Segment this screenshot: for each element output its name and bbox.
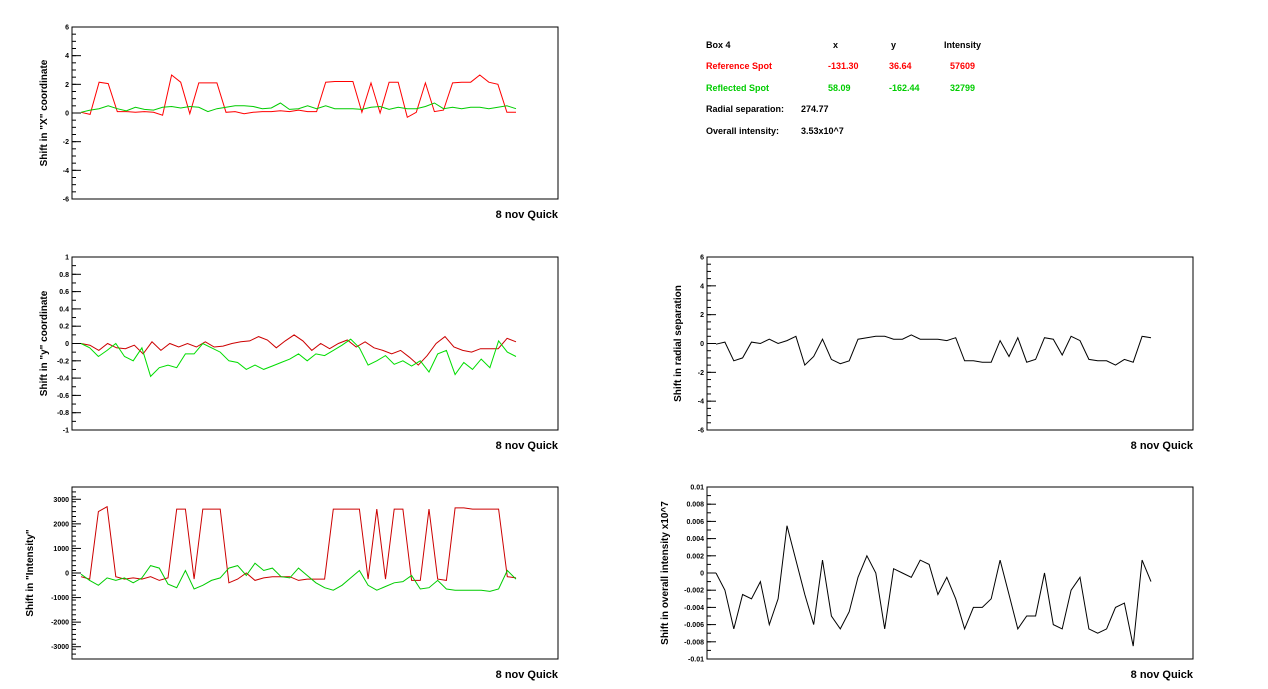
y-tick-label: 0.008 [686, 502, 704, 509]
radial-separation-label: Radial separation: [706, 104, 785, 114]
y-tick-label: -1000 [51, 595, 69, 602]
footer-label: 8 nov Quick [496, 440, 559, 452]
y-axis-label: Shift in "y" coordinate [39, 290, 50, 396]
info-col-intensity: Intensity [944, 40, 982, 50]
reflected-spot-x: 58.09 [828, 83, 851, 93]
chart-4: -6 -4 -2 0 2 4 6 Shift in radial separation 8 no… [673, 255, 1194, 453]
y-tick-label: 2000 [53, 521, 69, 528]
footer-label: 8 nov Quick [1131, 440, 1194, 452]
y-tick-label: 2 [65, 82, 69, 89]
series-line-2 [80, 102, 517, 113]
overall-intensity-label: Overall intensity: [706, 126, 780, 136]
footer-label: 8 nov Quick [1131, 669, 1194, 681]
y-tick-label: -0.4 [57, 376, 69, 383]
plot-frame [706, 486, 1194, 660]
y-tick-label: 0.6 [59, 289, 69, 296]
reference-spot-y: 36.64 [889, 61, 912, 71]
plot-frame [71, 256, 559, 431]
y-tick-label: -0.006 [684, 622, 704, 629]
y-tick-label: -6 [698, 428, 704, 435]
y-tick-label: 0 [65, 571, 69, 578]
chart-1: -6 -4 -2 0 2 4 6 Shift in "X" coordinate 8 nov Q… [39, 25, 559, 222]
y-tick-label: -6 [63, 197, 69, 204]
footer-label: 8 nov Quick [496, 209, 559, 221]
y-tick-label: 1000 [53, 546, 69, 553]
series-line-1 [715, 525, 1152, 647]
y-tick-label: -2000 [51, 620, 69, 627]
y-tick-label: -0.01 [688, 657, 704, 664]
y-tick-label: 0 [65, 111, 69, 118]
info-col-y: y [891, 40, 897, 50]
reference-spot-intensity: 57609 [950, 61, 976, 71]
y-axis-label: Shift in overall intensity x10^7 [660, 501, 671, 645]
y-tick-label: -4 [698, 399, 704, 406]
y-tick-label: 0 [700, 571, 704, 578]
footer-label: 8 nov Quick [496, 669, 559, 681]
info-col-x: x [833, 40, 839, 50]
y-tick-label: 0.004 [686, 536, 704, 543]
info-title: Box 4 [706, 40, 731, 50]
chart-3: -3000 -2000 -1000 0 1000 2000 3000 Shift in "In… [25, 486, 559, 681]
radial-separation-value: 274.77 [801, 104, 829, 114]
y-tick-label: -2 [63, 139, 69, 146]
y-tick-label: 0.01 [690, 485, 704, 492]
y-tick-label: -0.002 [684, 588, 704, 595]
y-tick-label: 1 [65, 255, 69, 262]
y-tick-label: 0 [65, 341, 69, 348]
y-tick-label: 0.006 [686, 519, 704, 526]
reflected-spot-intensity: 32799 [950, 83, 976, 93]
series-line-2 [80, 338, 517, 378]
y-tick-label: 6 [700, 255, 704, 262]
y-tick-label: -0.008 [684, 639, 704, 646]
y-tick-label: 0.4 [59, 306, 69, 313]
series-line-1 [80, 505, 517, 584]
reflected-spot-y: -162.44 [889, 83, 920, 93]
chart-5: -0.01 -0.008 -0.006 -0.004 -0.002 0 0.002 0.004… [660, 485, 1194, 682]
y-axis-label: Shift in "X" coordinate [39, 59, 50, 166]
y-tick-label: 6 [65, 25, 69, 32]
reflected-spot-label: Reflected Spot [706, 83, 770, 93]
series-line-1 [80, 74, 516, 119]
y-tick-label: -0.004 [684, 605, 704, 612]
chart-2: -1 -0.8 -0.6 -0.4 -0.2 0 0.2 0.4 0.6 0.8 1 Shift in… [39, 255, 559, 453]
overall-intensity-value: 3.53x10^7 [801, 126, 844, 136]
y-tick-label: -4 [63, 168, 69, 175]
y-axis-label: Shift in "Intensity" [25, 529, 36, 617]
y-tick-label: 3000 [53, 497, 69, 504]
y-tick-label: -0.6 [57, 393, 69, 400]
y-tick-label: -0.2 [57, 358, 69, 365]
y-tick-label: 4 [700, 283, 704, 290]
y-tick-label: 0.002 [686, 553, 704, 560]
y-axis-label: Shift in radial separation [673, 285, 684, 402]
y-tick-label: -1 [63, 428, 69, 435]
y-tick-label: -0.8 [57, 410, 69, 417]
reference-spot-label: Reference Spot [706, 61, 773, 71]
plot-frame [71, 26, 559, 200]
reference-spot-x: -131.30 [828, 61, 859, 71]
y-tick-label: 4 [65, 53, 69, 60]
y-tick-label: 0.8 [59, 272, 69, 279]
y-tick-label: -3000 [51, 644, 69, 651]
series-line-2 [80, 562, 517, 592]
y-tick-label: 0.2 [59, 324, 69, 331]
y-tick-label: -2 [698, 370, 704, 377]
y-tick-label: 2 [700, 312, 704, 319]
y-tick-label: 0 [700, 341, 704, 348]
series-line-1 [715, 334, 1152, 367]
plot-frame [706, 256, 1194, 431]
series-line-1 [80, 334, 517, 366]
